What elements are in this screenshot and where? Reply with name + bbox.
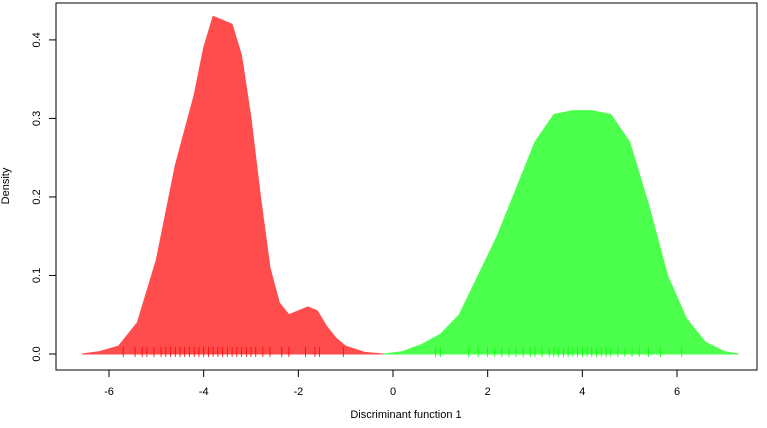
y-tick-label: 0.4 [31,32,43,47]
x-tick-label: 4 [579,386,585,398]
density-area [383,110,739,355]
y-axis-title: Density [0,167,12,204]
plot-box [55,2,758,371]
y-tick-label: 0.1 [31,268,43,283]
x-tick-label: -2 [293,386,303,398]
density-area [81,15,384,355]
y-tick-label: 0.3 [31,111,43,126]
x-tick-label: 0 [390,386,396,398]
x-tick-label: 2 [485,386,491,398]
y-tick-label: 0.0 [31,346,43,361]
x-tick-label: 6 [674,386,680,398]
x-axis-title: Discriminant function 1 [350,409,461,421]
x-tick-label: -4 [199,386,209,398]
y-tick-label: 0.2 [31,189,43,204]
x-tick-label: -6 [104,386,114,398]
